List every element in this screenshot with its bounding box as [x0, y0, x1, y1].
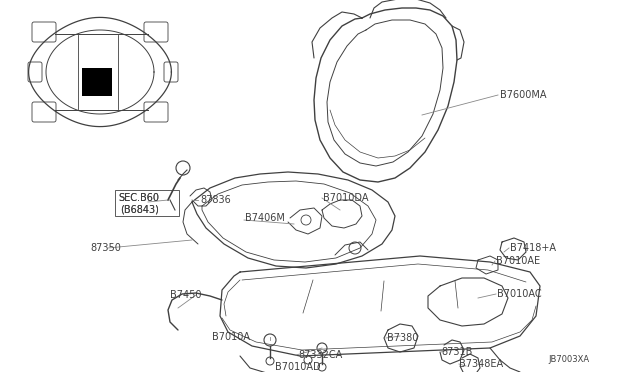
FancyBboxPatch shape: [164, 62, 178, 82]
Text: B7600MA: B7600MA: [500, 90, 547, 100]
Text: B7010A: B7010A: [212, 332, 250, 342]
FancyBboxPatch shape: [32, 22, 56, 42]
Text: SEC.B60: SEC.B60: [118, 193, 159, 203]
Text: (B6843): (B6843): [120, 205, 159, 215]
Text: B7380: B7380: [387, 333, 419, 343]
Text: B7010DA: B7010DA: [323, 193, 369, 203]
Text: 87836: 87836: [200, 195, 231, 205]
Text: 87332CA: 87332CA: [298, 350, 342, 360]
Bar: [82, 68, 112, 96]
FancyBboxPatch shape: [144, 22, 168, 42]
Text: SEC.B60: SEC.B60: [118, 193, 159, 203]
Text: B7010AD: B7010AD: [275, 362, 321, 372]
FancyBboxPatch shape: [144, 102, 168, 122]
Text: (B6843): (B6843): [120, 205, 159, 215]
Text: B7418+A: B7418+A: [510, 243, 556, 253]
Text: B7010AC: B7010AC: [497, 289, 541, 299]
FancyBboxPatch shape: [28, 62, 42, 82]
Text: B7010AE: B7010AE: [496, 256, 540, 266]
FancyBboxPatch shape: [32, 102, 56, 122]
Text: B7450: B7450: [170, 290, 202, 300]
Text: 8731B: 8731B: [441, 347, 472, 357]
Text: B7348EA: B7348EA: [459, 359, 503, 369]
Text: 87350: 87350: [90, 243, 121, 253]
FancyBboxPatch shape: [115, 190, 179, 216]
Text: JB7003XA: JB7003XA: [548, 356, 589, 365]
Text: B7406M: B7406M: [245, 213, 285, 223]
